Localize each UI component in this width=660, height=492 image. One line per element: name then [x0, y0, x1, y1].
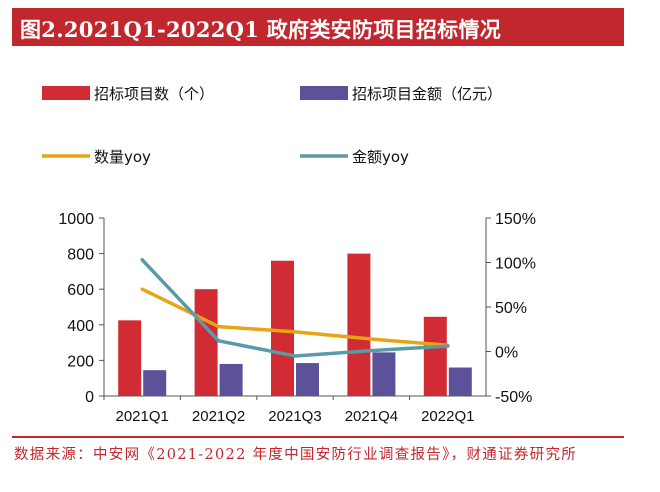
legend-count-label: 招标项目数（个）: [94, 85, 214, 103]
right-tick-label: 0%: [495, 345, 518, 362]
source-divider: [12, 436, 624, 438]
chart: 0 200 400 600 800 1000 -50% 0% 50% 100% 150% 2021Q1…: [42, 85, 536, 425]
left-tick-label: 600: [67, 282, 94, 299]
amount-bar: [219, 363, 243, 396]
count-yoy-line: [140, 287, 450, 348]
count-bar: [194, 289, 218, 396]
right-tick-label: 50%: [495, 300, 527, 317]
legend-amount-yoy-label: 金额yoy: [352, 148, 409, 166]
legend-amount-label: 招标项目金额（亿元）: [352, 85, 502, 103]
legend-count-swatch: [42, 86, 90, 100]
source-note: 数据来源：中安网《2021-2022 年度中国安防行业调查报告》，财通证券研究所: [14, 447, 578, 463]
legend-amount-swatch: [300, 86, 348, 100]
amount-bar: [296, 363, 319, 396]
x-tick-label: 2021Q1: [116, 408, 169, 425]
legend-count-yoy-label: 数量yoy: [94, 148, 151, 166]
count-bar: [271, 260, 294, 396]
amount-bar: [448, 367, 472, 396]
amount-yoy-line: [140, 258, 450, 358]
left-tick-label: 1000: [58, 211, 94, 228]
count-bar: [347, 253, 371, 396]
figure-title: 图2.2021Q1-2022Q1 政府类安防项目招标情况: [20, 17, 502, 42]
count-bar: [423, 316, 447, 396]
amount-bar: [372, 352, 396, 396]
x-tick-label: 2021Q3: [268, 408, 321, 425]
title-bar: 图2.2021Q1-2022Q1 政府类安防项目招标情况: [12, 8, 624, 46]
x-tick-label: 2022Q1: [421, 408, 474, 425]
amount-bar: [143, 370, 167, 396]
x-tick-label: 2021Q4: [345, 408, 398, 425]
right-tick-label: 150%: [495, 211, 536, 228]
left-tick-label: 400: [67, 318, 94, 335]
x-tick-label: 2021Q2: [192, 408, 245, 425]
count-bar: [118, 320, 142, 396]
right-tick-label: 100%: [495, 256, 536, 273]
left-tick-label: 200: [67, 353, 94, 370]
left-tick-label: 0: [85, 389, 94, 406]
right-tick-label: -50%: [495, 389, 532, 406]
left-tick-label: 800: [67, 247, 94, 264]
